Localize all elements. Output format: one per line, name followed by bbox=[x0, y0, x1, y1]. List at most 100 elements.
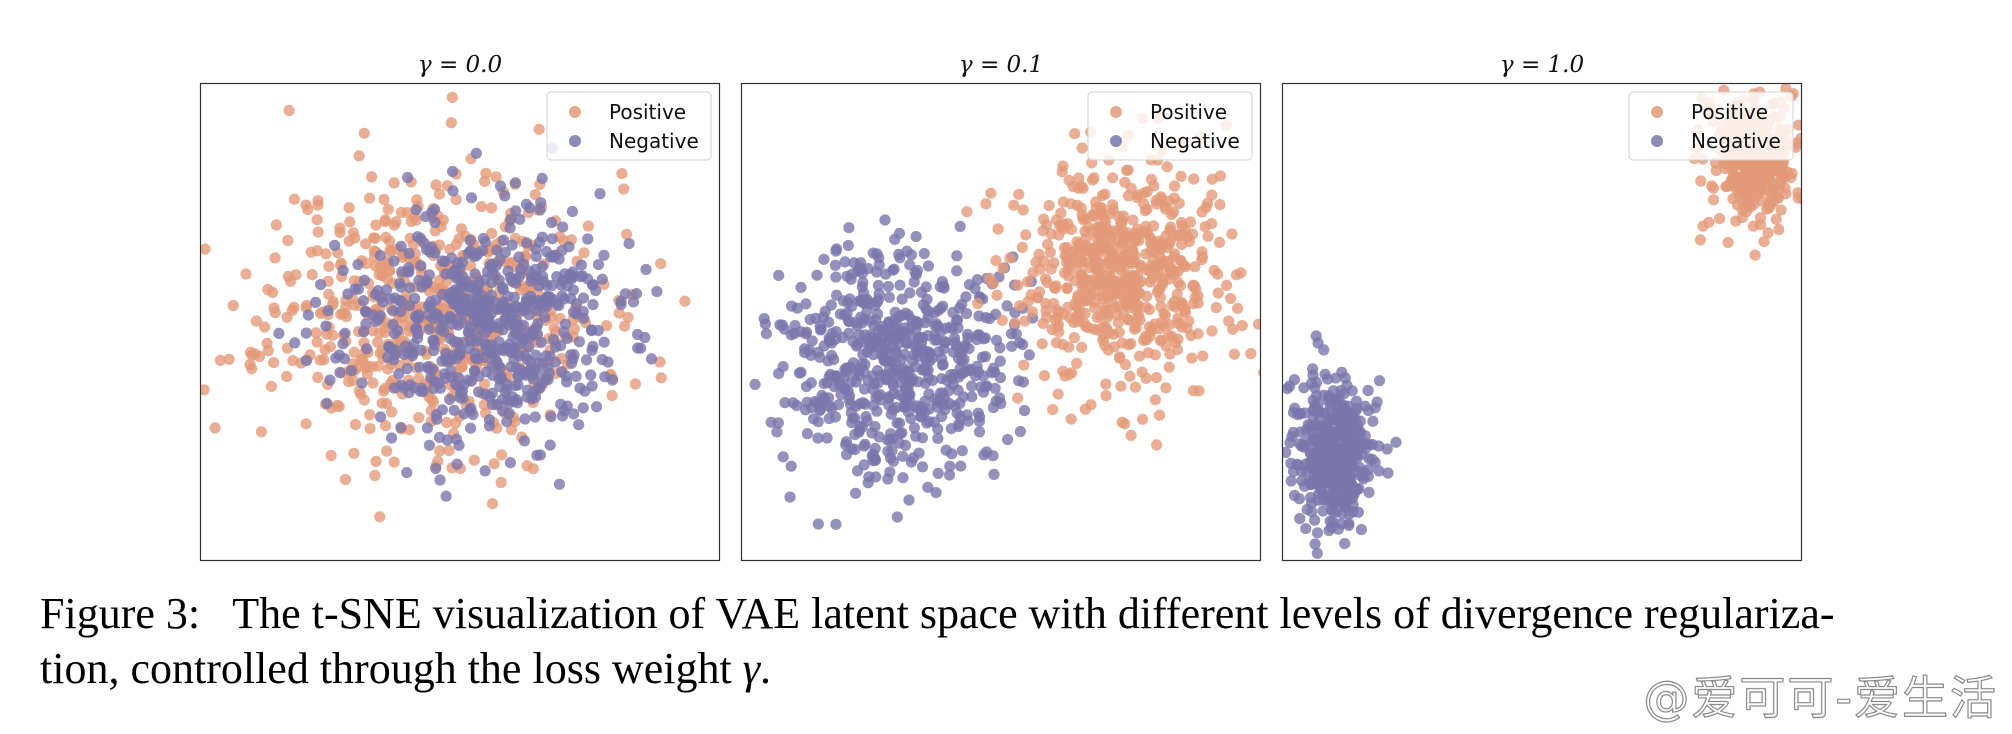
point-negative bbox=[389, 292, 401, 304]
point-negative bbox=[915, 286, 928, 298]
axes-frame bbox=[1281, 82, 1803, 562]
point-positive bbox=[1057, 338, 1069, 351]
point-positive bbox=[388, 177, 400, 189]
point-negative bbox=[568, 408, 580, 420]
point-negative bbox=[401, 467, 413, 479]
point-negative bbox=[910, 338, 922, 350]
point-positive bbox=[364, 423, 376, 435]
point-positive bbox=[1694, 234, 1706, 246]
point-negative bbox=[382, 351, 394, 363]
point-positive bbox=[1171, 288, 1183, 300]
point-negative bbox=[596, 273, 608, 285]
point-positive bbox=[1104, 208, 1116, 220]
point-positive bbox=[655, 372, 667, 384]
point-negative bbox=[923, 388, 935, 400]
point-positive bbox=[381, 398, 393, 410]
point-positive bbox=[1065, 413, 1077, 425]
point-negative bbox=[356, 377, 368, 389]
point-negative bbox=[800, 298, 812, 310]
point-positive bbox=[314, 354, 326, 366]
point-negative bbox=[1289, 402, 1301, 414]
point-negative bbox=[1311, 547, 1323, 559]
point-negative bbox=[944, 321, 956, 333]
point-negative bbox=[444, 393, 456, 405]
point-negative bbox=[431, 409, 443, 421]
point-positive bbox=[991, 289, 1003, 301]
point-positive bbox=[582, 220, 594, 232]
point-negative bbox=[852, 465, 864, 477]
point-positive bbox=[288, 301, 300, 313]
point-positive bbox=[360, 238, 372, 250]
point-positive bbox=[1793, 119, 1802, 131]
caption-line-2: tion, controlled through the loss weight… bbox=[40, 641, 1980, 696]
point-positive bbox=[1008, 199, 1020, 211]
point-positive bbox=[312, 199, 324, 211]
point-negative bbox=[918, 248, 930, 260]
point-positive bbox=[1775, 204, 1787, 216]
point-negative bbox=[863, 471, 875, 483]
point-positive bbox=[244, 346, 257, 358]
point-negative bbox=[795, 281, 807, 293]
point-negative bbox=[434, 324, 446, 336]
point-negative bbox=[511, 302, 523, 314]
point-negative bbox=[324, 374, 336, 386]
point-positive bbox=[1062, 218, 1074, 230]
point-positive bbox=[1226, 228, 1238, 240]
point-positive bbox=[379, 214, 391, 226]
point-positive bbox=[1123, 314, 1135, 326]
point-positive bbox=[450, 417, 462, 429]
point-negative bbox=[388, 255, 400, 267]
point-positive bbox=[980, 198, 992, 210]
point-positive bbox=[373, 269, 385, 281]
point-negative bbox=[1319, 432, 1331, 444]
point-positive bbox=[1038, 255, 1050, 267]
point-negative bbox=[1298, 382, 1310, 394]
point-positive bbox=[1127, 284, 1140, 296]
point-positive bbox=[1019, 315, 1031, 327]
point-positive bbox=[1221, 279, 1233, 291]
point-negative bbox=[472, 280, 484, 292]
point-negative bbox=[421, 422, 433, 434]
point-negative bbox=[858, 440, 870, 452]
point-positive bbox=[381, 445, 393, 457]
point-negative bbox=[837, 295, 850, 307]
point-positive bbox=[348, 299, 360, 311]
point-negative bbox=[374, 249, 386, 262]
point-positive bbox=[985, 187, 997, 199]
point-negative bbox=[869, 454, 881, 466]
point-positive bbox=[1156, 316, 1168, 328]
point-positive bbox=[1153, 409, 1166, 421]
caption-gamma-symbol: γ bbox=[742, 644, 761, 693]
point-negative bbox=[897, 450, 909, 462]
point-negative bbox=[645, 353, 658, 365]
point-negative bbox=[908, 276, 920, 288]
point-negative bbox=[640, 263, 652, 276]
point-positive bbox=[259, 321, 271, 333]
point-negative bbox=[410, 323, 422, 335]
point-negative bbox=[491, 356, 503, 368]
point-negative bbox=[896, 427, 908, 439]
point-negative bbox=[856, 317, 868, 329]
point-positive bbox=[450, 238, 462, 250]
point-positive bbox=[1079, 403, 1091, 415]
legend-label-negative: Negative bbox=[609, 129, 699, 153]
point-positive bbox=[1188, 173, 1200, 185]
point-negative bbox=[577, 292, 589, 304]
point-negative bbox=[451, 352, 463, 364]
point-negative bbox=[720, 329, 731, 340]
point-negative bbox=[453, 372, 465, 384]
point-positive bbox=[1176, 238, 1188, 251]
point-negative bbox=[428, 383, 440, 395]
legend-label-negative: Negative bbox=[1691, 129, 1781, 153]
point-positive bbox=[1227, 323, 1239, 335]
point-positive bbox=[1051, 304, 1063, 316]
point-negative bbox=[898, 401, 910, 413]
point-negative bbox=[520, 297, 532, 309]
point-negative bbox=[1347, 492, 1359, 504]
point-positive bbox=[1144, 265, 1156, 277]
point-negative bbox=[300, 327, 312, 339]
point-negative bbox=[879, 214, 891, 226]
point-positive bbox=[335, 308, 347, 320]
point-negative bbox=[872, 279, 884, 292]
point-negative bbox=[300, 355, 312, 367]
